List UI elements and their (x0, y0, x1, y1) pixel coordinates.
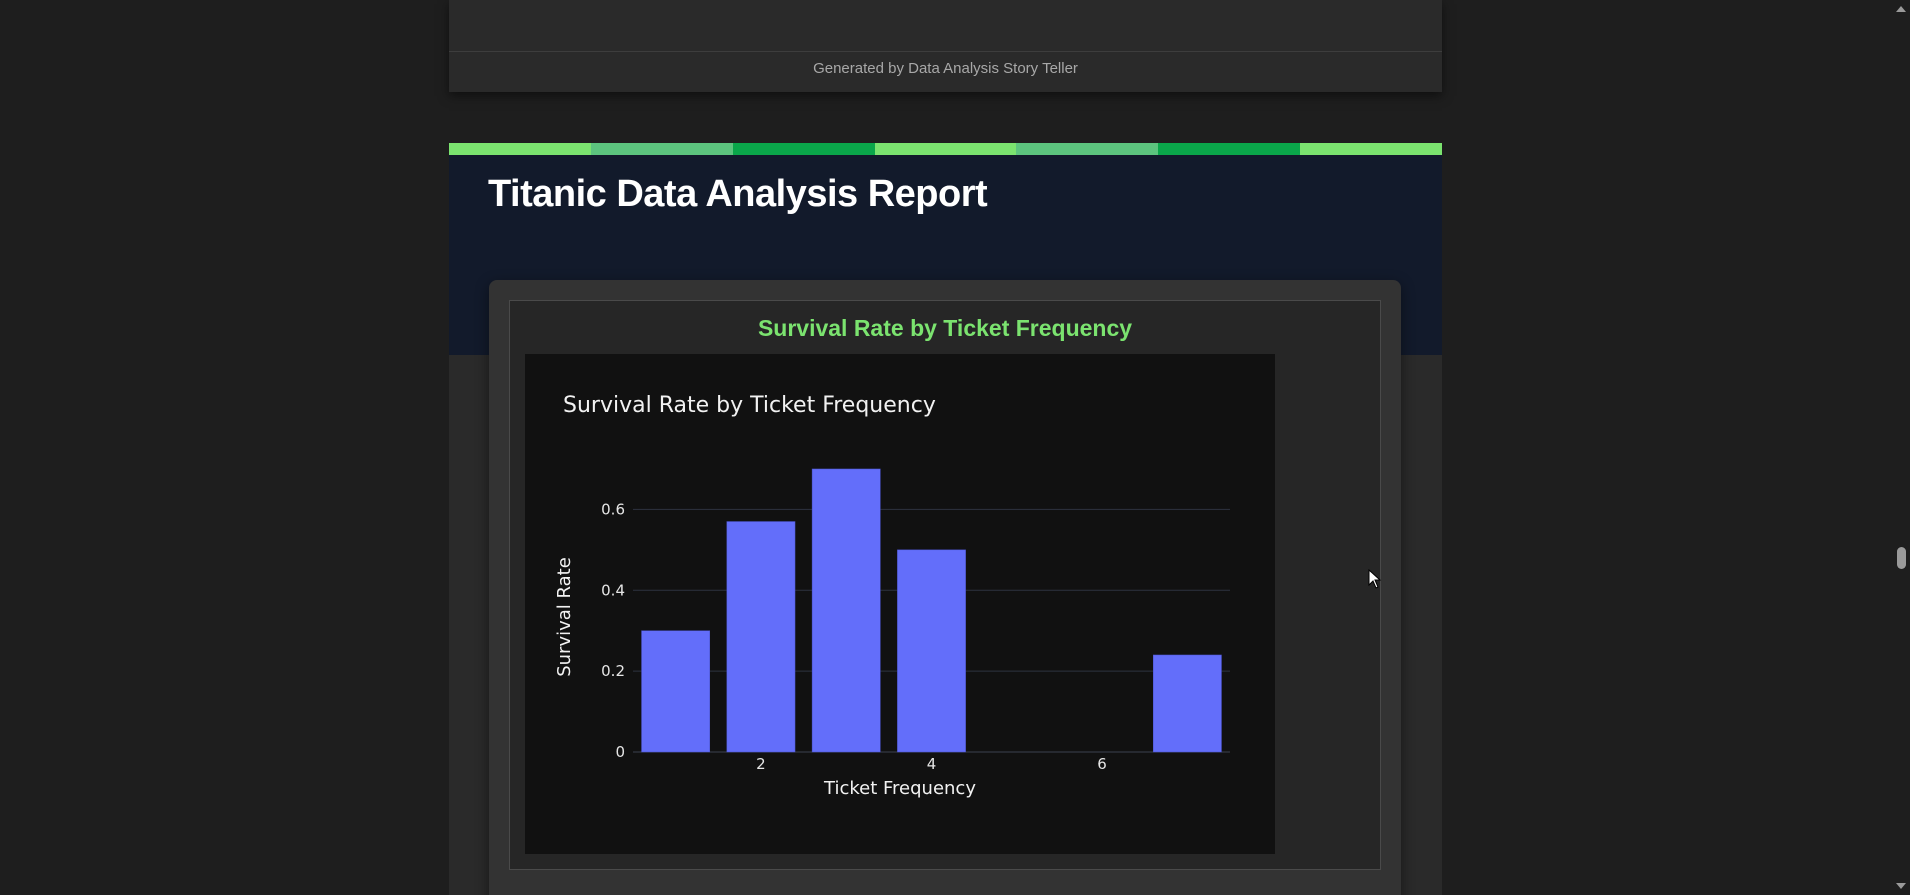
report-card: Titanic Data Analysis Report Survival Ra… (449, 143, 1442, 895)
bar (1152, 654, 1222, 753)
y-tick-label: 0.4 (601, 581, 625, 599)
stripe-segment (732, 143, 875, 155)
scroll-thumb[interactable] (1897, 547, 1906, 569)
bars (641, 468, 1222, 753)
stripe-segment (1158, 143, 1301, 155)
y-axis-label: Survival Rate (554, 557, 575, 677)
stripe-segment (1016, 143, 1159, 155)
chart-container[interactable]: 0 0.2 0.4 0.6 2 4 6 Survival Rate by Ticket Fr… (525, 354, 1275, 854)
bar (641, 630, 711, 753)
previous-report-card: Generated by Data Analysis Story Teller (449, 0, 1442, 92)
scroll-up-arrow-icon[interactable] (1896, 6, 1906, 12)
bar (726, 521, 796, 753)
scroll-down-arrow-icon[interactable] (1896, 883, 1906, 889)
x-axis-label: Ticket Frequency (823, 778, 976, 799)
report-footer: Generated by Data Analysis Story Teller (813, 60, 1078, 77)
chart-title: Survival Rate by Ticket Frequency (563, 393, 936, 418)
bar-chart[interactable]: 0 0.2 0.4 0.6 2 4 6 Survival Rate by Ticket Fr… (525, 354, 1275, 854)
x-tick-label: 2 (756, 755, 766, 773)
visualization-title: Survival Rate by Ticket Frequency (757, 315, 1133, 341)
tick-labels: 0 0.2 0.4 0.6 2 4 6 (601, 500, 1107, 773)
visualization-card: Survival Rate by Ticket Frequency 0 0.2 0.… (509, 300, 1381, 870)
bar (897, 549, 966, 753)
x-tick-label: 6 (1097, 755, 1107, 773)
footer-divider (449, 51, 1442, 52)
stripe-segment (590, 143, 733, 155)
stripe-segment (1300, 143, 1442, 155)
stripe-segment (874, 143, 1017, 155)
y-tick-label: 0.2 (601, 662, 625, 680)
accent-stripe (449, 143, 1442, 155)
page-scrollbar[interactable] (1892, 0, 1910, 895)
stripe-segment (449, 143, 591, 155)
bar (811, 468, 881, 753)
mouse-cursor-icon (1368, 569, 1382, 589)
report-title: Titanic Data Analysis Report (488, 173, 988, 215)
x-tick-label: 4 (927, 755, 937, 773)
y-tick-label: 0 (615, 743, 625, 761)
y-tick-label: 0.6 (601, 500, 625, 518)
visualization-section: Survival Rate by Ticket Frequency 0 0.2 0.… (489, 280, 1401, 895)
